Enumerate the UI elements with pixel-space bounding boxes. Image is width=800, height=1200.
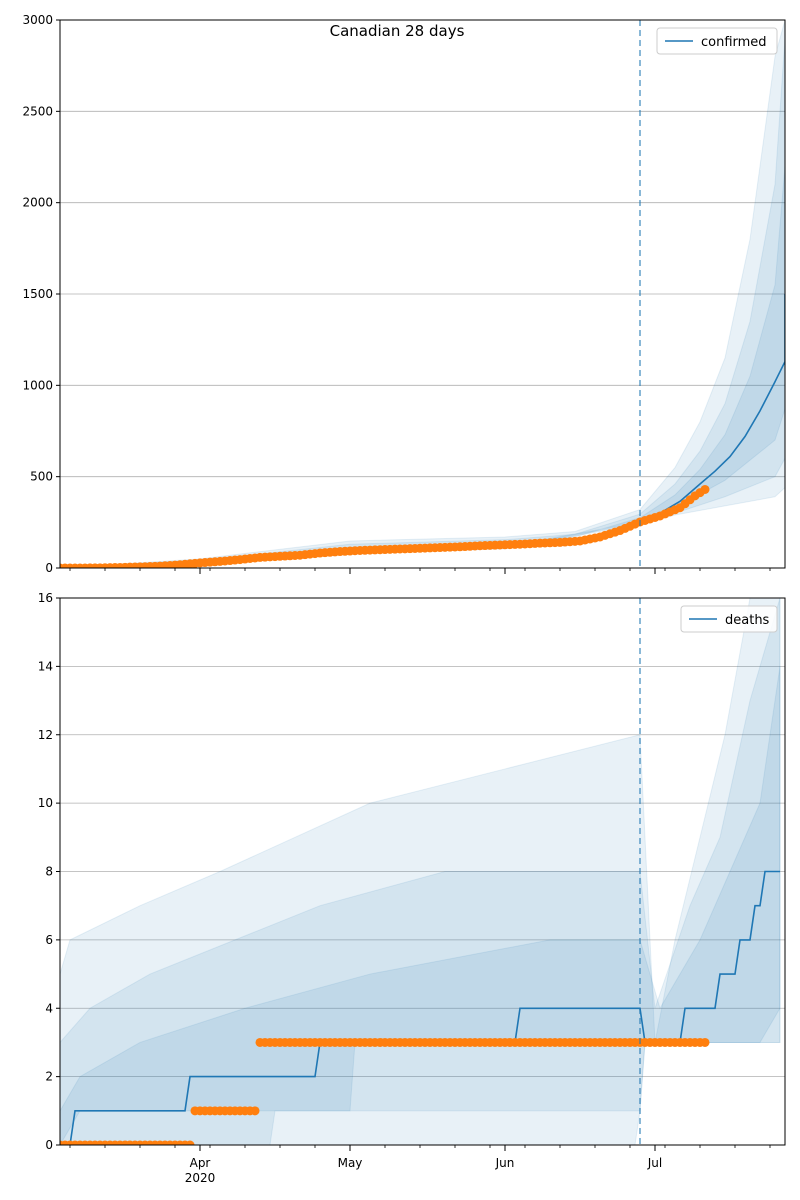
y-tick-label: 12	[38, 728, 53, 742]
y-tick-label: 0	[45, 1138, 53, 1152]
y-tick-label: 4	[45, 1001, 53, 1015]
legend: deaths	[680, 605, 778, 633]
x-tick-label: Jul	[647, 1156, 662, 1170]
legend-label: deaths	[725, 613, 770, 628]
observed-point	[250, 1106, 260, 1116]
y-tick-label: 2000	[22, 196, 53, 210]
y-tick-label: 16	[38, 591, 53, 605]
y-tick-label: 1000	[22, 378, 53, 392]
observed-point	[700, 484, 710, 494]
x-tick-sublabel: 2020	[185, 1171, 216, 1185]
deaths-panel: 0 2 4 6 8 10 12 14 16 deaths	[38, 591, 786, 1152]
y-tick-label: 2	[45, 1070, 53, 1084]
chart-title: Canadian 28 days	[330, 22, 465, 40]
legend-box	[656, 27, 778, 55]
x-tick-label: Jun	[495, 1156, 515, 1170]
y-tick-label: 10	[38, 796, 53, 810]
plot-area	[60, 598, 785, 1145]
legend-box	[680, 605, 778, 633]
y-tick-label: 0	[45, 561, 53, 575]
x-tick-label: May	[338, 1156, 363, 1170]
confirmed-panel: 0 500 1000 1500 2000 2500 3000 confirmed	[22, 13, 786, 575]
model-line	[60, 294, 785, 568]
uncertainty-band	[60, 666, 781, 1145]
y-tick-label: 500	[30, 470, 53, 484]
y-tick-label: 1500	[22, 287, 53, 301]
y-tick-label: 14	[38, 659, 53, 673]
observed-point	[185, 1140, 195, 1145]
x-tick-label: Apr	[190, 1156, 211, 1170]
y-tick-label: 6	[45, 933, 53, 947]
uncertainty-band	[60, 111, 785, 568]
observed-point	[700, 1037, 710, 1047]
legend-label: confirmed	[701, 35, 767, 50]
legend: confirmed	[656, 27, 778, 55]
y-tick-label: 8	[45, 865, 53, 879]
uncertainty-band	[60, 20, 785, 568]
y-tick-label: 2500	[22, 104, 53, 118]
plot-area	[60, 20, 785, 568]
y-tick-label: 3000	[22, 13, 53, 27]
